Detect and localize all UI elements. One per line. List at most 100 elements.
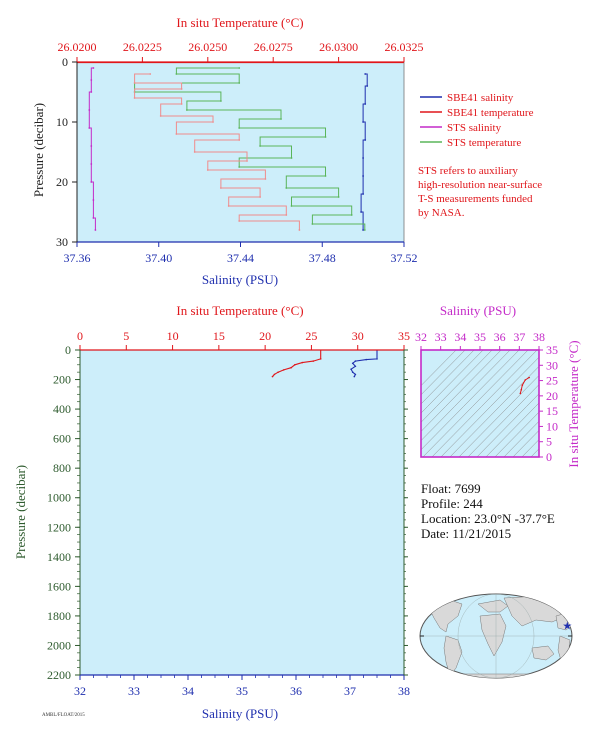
top-tick-label: 26.0200 xyxy=(58,40,97,54)
full-profile-series xyxy=(271,350,378,378)
legend-entry-sbe41-temperature: SBE41 temperature xyxy=(447,107,534,119)
y-tick-label: 0 xyxy=(546,450,552,464)
data-point xyxy=(238,220,241,222)
data-point xyxy=(90,145,93,147)
note-line-2: high-resolution near-surface xyxy=(418,179,542,191)
y-tick-label: 0 xyxy=(62,55,68,69)
near-surface-legend: SBE41 salinity SBE41 temperature STS sal… xyxy=(420,92,534,149)
y-tick-label: 1800 xyxy=(47,609,71,623)
density-contour xyxy=(421,350,511,441)
bottom-tick-label: 37.48 xyxy=(309,251,336,265)
data-point xyxy=(220,100,222,102)
top-tick-label: 15 xyxy=(213,329,225,343)
density-contour xyxy=(512,430,539,457)
top-tick-label: 34 xyxy=(454,330,466,344)
data-point xyxy=(259,196,261,198)
density-contour xyxy=(421,350,466,396)
data-point xyxy=(238,67,241,69)
density-contour xyxy=(458,375,539,457)
density-contour xyxy=(422,350,529,457)
y-tick-label: 25 xyxy=(546,374,558,388)
data-point xyxy=(90,79,93,81)
data-point xyxy=(363,229,366,231)
data-point xyxy=(159,115,162,117)
data-point xyxy=(175,73,178,75)
top-tick-label: 32 xyxy=(415,330,427,344)
data-point xyxy=(238,166,241,168)
data-point xyxy=(351,362,354,365)
density-contour xyxy=(467,384,539,457)
top-tick-label: 25 xyxy=(305,329,317,343)
data-point xyxy=(282,369,285,371)
footer-code: AMBL/FLOAT/2015 xyxy=(42,713,85,718)
density-contour xyxy=(421,350,493,423)
y-tick-label: 200 xyxy=(53,373,71,387)
density-contour xyxy=(440,356,539,457)
data-point xyxy=(280,118,282,120)
world-map: ★ xyxy=(419,593,573,679)
data-point xyxy=(521,384,524,387)
near-surface-series xyxy=(77,62,404,231)
data-point xyxy=(366,85,369,87)
data-point xyxy=(324,175,327,177)
y-tick-label: 1400 xyxy=(47,550,71,564)
note-line-3: T-S measurements funded xyxy=(418,193,533,205)
legend-entry-sts-temperature: STS temperature xyxy=(447,137,521,149)
y-tick-label: 20 xyxy=(546,389,558,403)
data-point xyxy=(520,388,523,391)
bottom-tick-label: 32 xyxy=(74,684,86,698)
data-point xyxy=(360,211,362,213)
near-surface-y-axis-title: Pressure (decibar) xyxy=(31,103,46,197)
bottom-tick-label: 36 xyxy=(290,684,302,698)
near-surface-top-axis-title: In situ Temperature (°C) xyxy=(176,15,303,30)
data-point xyxy=(311,223,314,225)
y-tick-label: 400 xyxy=(53,402,71,416)
full-profile-ticks: 0 5 10 15 20 25 30 35 32 33 34 35 36 37 38 0 200 400 600 80… xyxy=(47,329,410,698)
data-point xyxy=(285,187,288,189)
data-point xyxy=(264,178,267,180)
data-point xyxy=(227,205,230,207)
density-contour xyxy=(431,350,538,457)
series-line-sts-salinity xyxy=(88,67,96,230)
top-tick-label: 26.0225 xyxy=(123,40,162,54)
top-tick-label: 26.0250 xyxy=(188,40,227,54)
series-line-sbe41-temperature xyxy=(272,350,322,377)
top-tick-label: 5 xyxy=(123,329,129,343)
data-point xyxy=(92,199,95,201)
density-contour xyxy=(421,350,457,387)
data-point xyxy=(149,73,152,75)
data-point xyxy=(362,121,364,123)
data-point xyxy=(290,205,293,207)
near-surface-note: STS refers to auxiliary high-resolution … xyxy=(418,165,542,219)
bottom-tick-label: 37.36 xyxy=(64,251,91,265)
density-contour xyxy=(421,350,484,414)
y-tick-label: 10 xyxy=(546,419,558,433)
top-tick-label: 26.0275 xyxy=(254,40,293,54)
near-surface-ticks: 26.0200 26.0225 26.0250 26.0275 26.0300 26.03… xyxy=(56,40,424,265)
info-profile: Profile: 244 xyxy=(421,496,483,511)
data-point xyxy=(324,136,327,138)
data-point xyxy=(206,169,209,171)
data-point xyxy=(364,73,367,75)
data-point xyxy=(246,160,248,162)
legend-entry-sbe41-salinity: SBE41 salinity xyxy=(447,92,514,104)
y-tick-label: 10 xyxy=(56,115,68,129)
note-line-4: by NASA. xyxy=(418,207,465,219)
bottom-tick-label: 35 xyxy=(236,684,248,698)
float-info: Float: 7699 Profile: 244 Location: 23.0°… xyxy=(421,481,555,541)
data-point xyxy=(294,364,296,366)
data-point xyxy=(528,376,530,379)
bottom-tick-label: 38 xyxy=(398,684,410,698)
data-point xyxy=(273,373,276,376)
data-point xyxy=(238,82,241,84)
data-point xyxy=(277,371,279,374)
legend-entry-sts-salinity: STS salinity xyxy=(447,122,502,134)
top-tick-label: 26.0325 xyxy=(385,40,424,54)
info-location: Location: 23.0°N -37.7°E xyxy=(421,511,555,526)
ts-y-axis-title: In situ Temperature (°C) xyxy=(566,340,581,467)
star-icon: ★ xyxy=(562,620,572,632)
data-point xyxy=(319,358,322,360)
near-surface-chart: 26.0200 26.0225 26.0250 26.0275 26.0300 26.03… xyxy=(31,15,542,287)
data-point xyxy=(290,366,292,369)
